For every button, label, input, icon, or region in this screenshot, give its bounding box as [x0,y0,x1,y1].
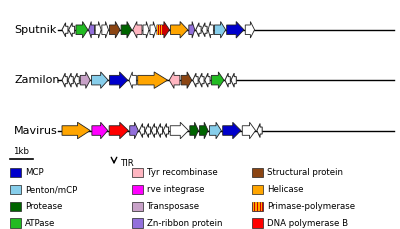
FancyArrow shape [170,122,188,139]
FancyArrow shape [193,73,198,87]
Text: Tyr recombinase: Tyr recombinase [147,168,218,177]
Text: Zamilon: Zamilon [14,75,60,85]
Text: Protease: Protease [25,202,62,211]
FancyArrow shape [245,22,254,38]
Bar [252,185,263,194]
FancyArrow shape [189,22,195,38]
FancyArrow shape [110,22,120,38]
Text: Sputnik: Sputnik [14,25,56,35]
FancyArrow shape [199,73,204,87]
Bar [256,202,257,211]
FancyArrow shape [196,23,201,37]
FancyArrow shape [121,22,132,38]
FancyArrow shape [169,72,180,88]
FancyArrow shape [92,72,108,88]
FancyArrow shape [129,72,136,88]
Text: Penton/mCP: Penton/mCP [25,185,78,194]
FancyArrow shape [210,122,221,139]
FancyArrow shape [62,23,68,37]
Bar [10,218,21,228]
FancyArrow shape [227,22,244,38]
FancyArrow shape [110,72,128,88]
Text: Structural protein: Structural protein [267,168,343,177]
FancyArrow shape [95,22,101,38]
Text: Mavirus: Mavirus [14,125,58,136]
FancyArrow shape [151,123,157,138]
FancyArrow shape [225,73,230,87]
FancyArrow shape [214,22,226,38]
FancyArrow shape [145,123,151,138]
FancyArrow shape [231,73,236,87]
FancyArrow shape [242,122,256,139]
Bar [132,168,143,177]
FancyArrow shape [200,122,208,139]
FancyArrow shape [69,23,75,37]
FancyArrow shape [157,123,162,138]
FancyArrow shape [92,122,108,139]
Bar [261,202,262,211]
Text: ATPase: ATPase [25,218,56,228]
Bar [258,202,260,211]
Text: Helicase: Helicase [267,185,304,194]
FancyArrow shape [223,122,241,139]
Bar [132,202,143,211]
FancyArrow shape [208,22,213,38]
FancyArrow shape [150,22,156,38]
Text: TIR: TIR [121,159,135,168]
FancyArrow shape [80,72,90,88]
FancyArrow shape [130,122,138,139]
Text: 1kb: 1kb [13,147,29,156]
FancyArrow shape [157,22,170,38]
FancyArrow shape [211,72,224,88]
Bar [252,202,263,211]
FancyArrow shape [202,23,207,37]
FancyArrow shape [109,122,128,139]
Text: Transposase: Transposase [147,202,200,211]
FancyArrow shape [68,73,73,87]
FancyArrow shape [190,122,198,139]
Bar [10,202,21,211]
FancyArrow shape [62,122,90,139]
Text: rve integrase: rve integrase [147,185,205,194]
FancyArrow shape [163,123,168,138]
FancyArrow shape [74,73,79,87]
FancyArrow shape [139,123,145,138]
Bar [252,168,263,177]
Bar [10,168,21,177]
FancyArrow shape [205,73,210,87]
FancyArrow shape [88,22,94,38]
FancyArrow shape [76,22,88,38]
Text: MCP: MCP [25,168,44,177]
FancyArrow shape [181,72,192,88]
Bar [132,185,143,194]
Bar [252,218,263,228]
Bar [159,25,160,35]
Bar [132,218,143,228]
FancyArrow shape [102,22,108,38]
FancyArrow shape [257,123,262,138]
FancyArrow shape [170,22,188,38]
FancyArrow shape [133,22,142,38]
Bar [253,202,254,211]
FancyArrow shape [138,72,168,88]
Text: DNA polymerase B: DNA polymerase B [267,218,348,228]
FancyArrow shape [143,22,149,38]
Text: Primase-polymerase: Primase-polymerase [267,202,355,211]
Text: Zn-ribbon protein: Zn-ribbon protein [147,218,223,228]
Bar [161,25,162,35]
Bar [10,185,21,194]
FancyArrow shape [62,73,67,87]
